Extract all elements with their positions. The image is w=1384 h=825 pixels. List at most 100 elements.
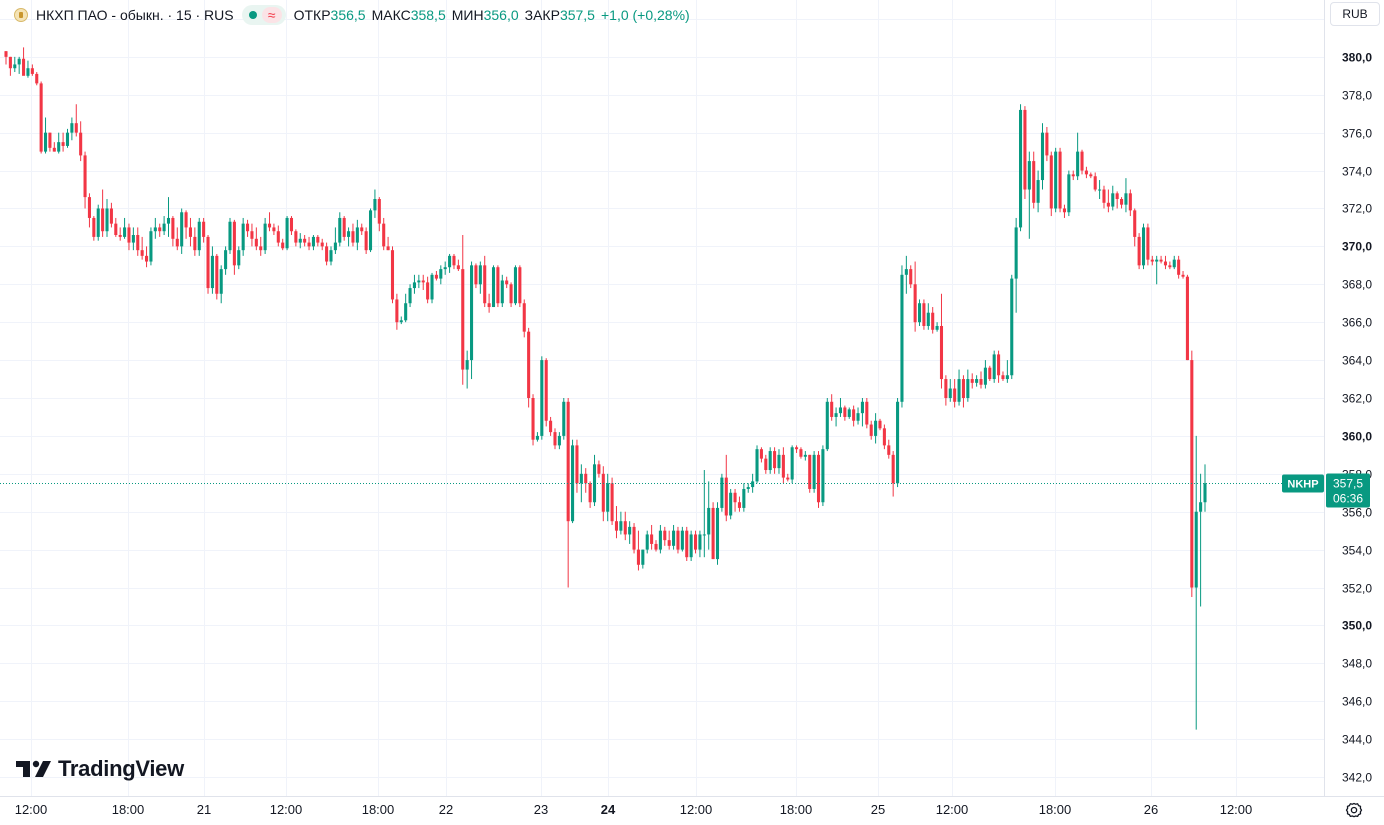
y-tick-label: 364,0 xyxy=(1342,354,1372,368)
candle xyxy=(1194,435,1198,730)
candle xyxy=(360,223,364,236)
candle xyxy=(1106,189,1110,213)
price-axis[interactable]: 342,0 344,0 346,0 348,0 350,0 352,0 354,0 356,0… xyxy=(1342,13,1372,785)
candle xyxy=(399,316,403,325)
open-value: 356,5 xyxy=(330,7,366,23)
candle xyxy=(175,227,179,251)
candle xyxy=(83,151,87,209)
candle xyxy=(1036,170,1040,213)
candle xyxy=(1010,274,1014,380)
candle xyxy=(531,394,535,446)
y-tick-label: 354,0 xyxy=(1342,544,1372,558)
candle xyxy=(931,307,935,334)
candle xyxy=(746,483,750,493)
candle xyxy=(619,511,623,535)
candle xyxy=(1141,223,1146,270)
candle xyxy=(439,265,443,285)
candle xyxy=(724,454,728,522)
candle xyxy=(518,265,522,308)
candle xyxy=(30,64,34,76)
symbol-title[interactable]: НКХП ПАО - обыкн. · 15 · RUS xyxy=(36,7,234,23)
candle xyxy=(1199,473,1203,607)
candle xyxy=(470,261,474,380)
x-tick-label: 12:00 xyxy=(270,802,303,817)
candle xyxy=(1089,172,1093,179)
candle xyxy=(698,530,702,558)
candle xyxy=(1159,255,1163,264)
candle xyxy=(333,227,337,254)
candle xyxy=(1005,360,1009,383)
candle xyxy=(267,212,272,232)
candle xyxy=(562,398,566,440)
candle xyxy=(109,202,113,228)
candle xyxy=(610,477,614,525)
candle xyxy=(276,225,280,247)
candle xyxy=(272,223,276,236)
candle xyxy=(364,227,368,254)
tradingview-logo[interactable]: TradingView xyxy=(16,756,184,782)
candle xyxy=(39,81,43,154)
x-tick-label: 25 xyxy=(871,802,885,817)
candle xyxy=(390,246,395,304)
candle xyxy=(1115,191,1119,209)
candle xyxy=(461,235,465,385)
candle xyxy=(584,468,588,493)
candle xyxy=(1058,147,1062,213)
candle xyxy=(368,208,373,253)
candle xyxy=(1120,197,1124,209)
candles xyxy=(4,47,1207,730)
market-status-pill[interactable]: ≈ xyxy=(241,5,286,25)
y-tick-label: 356,0 xyxy=(1342,506,1372,520)
candle xyxy=(61,132,65,152)
candle xyxy=(715,502,720,565)
candle xyxy=(43,117,48,154)
symbol-tag xyxy=(1282,474,1324,493)
low-value: 356,0 xyxy=(483,7,519,23)
candle xyxy=(500,274,504,308)
candle xyxy=(215,253,219,300)
candle xyxy=(966,369,970,402)
candle xyxy=(307,236,311,251)
candle xyxy=(355,219,359,251)
candle xyxy=(52,142,56,152)
candle xyxy=(544,358,548,427)
y-tick-label: 374,0 xyxy=(1342,165,1372,179)
candle xyxy=(917,299,922,326)
candle xyxy=(830,394,834,421)
candle xyxy=(1150,255,1154,266)
x-tick-label: 23 xyxy=(534,802,548,817)
candle xyxy=(689,530,693,561)
candle xyxy=(311,235,315,251)
currency-selector-button[interactable]: RUB xyxy=(1330,2,1380,26)
candle xyxy=(1062,204,1066,218)
candle xyxy=(456,259,460,272)
y-tick-label: 378,0 xyxy=(1342,89,1372,103)
candle xyxy=(975,375,979,387)
candle xyxy=(632,523,636,554)
candle xyxy=(417,274,421,289)
candle xyxy=(1203,464,1207,512)
y-tick-label: 380,0 xyxy=(1342,51,1372,65)
candle xyxy=(1146,223,1150,266)
candle xyxy=(74,104,78,137)
candle xyxy=(755,445,759,484)
candle xyxy=(733,488,737,512)
candle xyxy=(720,473,724,512)
candle xyxy=(92,216,96,241)
settings-gear-icon[interactable] xyxy=(1343,799,1365,821)
candle xyxy=(693,530,698,554)
candle xyxy=(816,451,821,508)
x-tick-label: 18:00 xyxy=(1039,802,1072,817)
candle xyxy=(557,432,561,450)
candle xyxy=(158,223,162,237)
candle xyxy=(953,379,957,408)
x-tick-label: 18:00 xyxy=(780,802,813,817)
y-tick-label: 372,0 xyxy=(1342,202,1372,216)
tradingview-mark-icon xyxy=(16,760,51,777)
candle xyxy=(17,56,21,74)
candle xyxy=(1111,185,1115,211)
x-tick-label: 26 xyxy=(1144,802,1158,817)
time-axis[interactable]: 12:00 18:00 21 12:00 18:00 22 23 24 12:00 18:00 25… xyxy=(15,802,1253,817)
candle xyxy=(922,299,926,330)
